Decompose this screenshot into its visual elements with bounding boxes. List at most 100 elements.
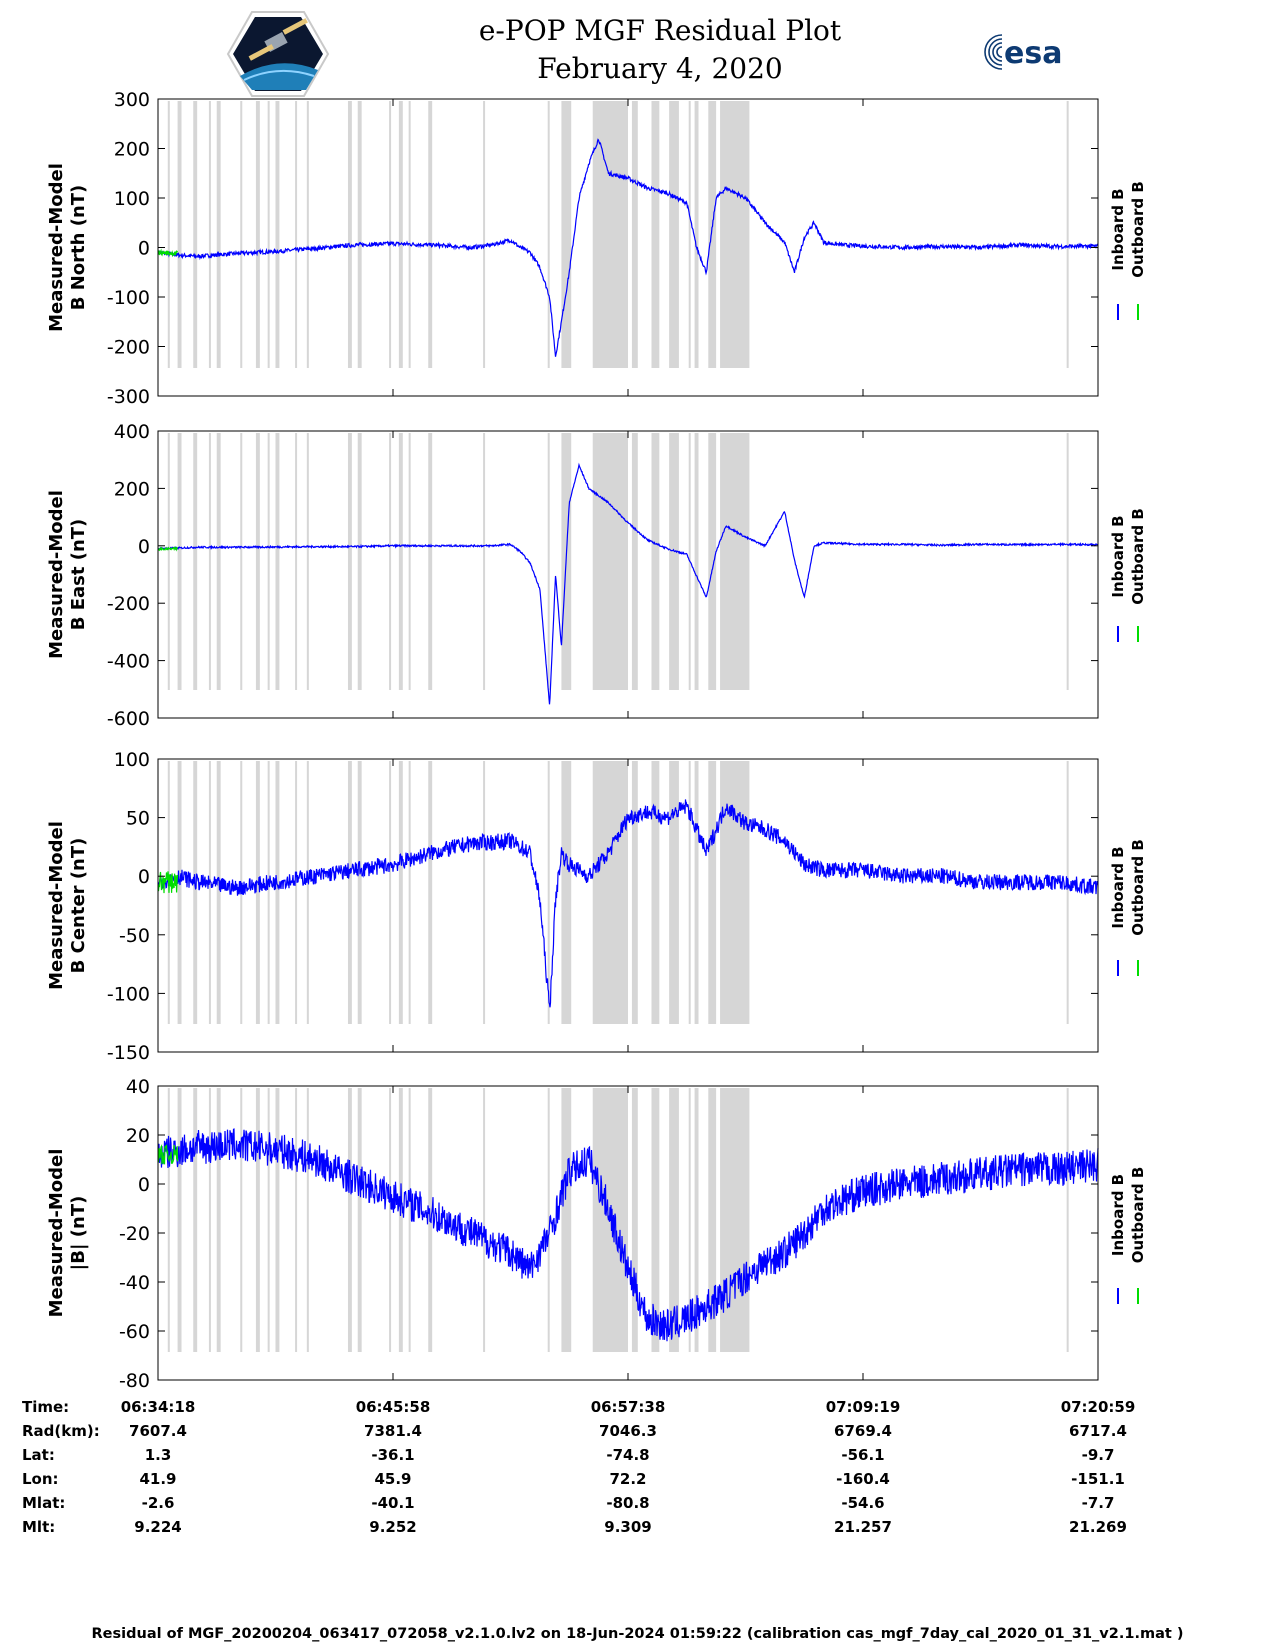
legend-label-outboard: Outboard B [1129, 181, 1147, 278]
panel-3: -150 -100 -50 0 50 100 Measured-ModelB Center … [46, 749, 1147, 1064]
footer-cell: 7607.4 [129, 1422, 187, 1440]
series-line-inboard [157, 799, 1099, 1008]
data-gap-band [631, 433, 638, 690]
footer-row-label: Rad(km): [22, 1422, 100, 1440]
series-line-inboard [157, 1128, 1099, 1342]
data-gap-band [694, 433, 699, 690]
y-tick-label: -200 [107, 337, 150, 359]
y-tick-label: -40 [119, 1272, 150, 1294]
data-gap-band [720, 433, 750, 690]
y-tick-label: -50 [119, 925, 150, 947]
data-gap-band [1066, 433, 1069, 690]
y-tick-label: -100 [107, 983, 150, 1005]
data-gap-band [216, 101, 221, 368]
footer-row-label: Time: [22, 1398, 70, 1416]
data-gap-band [193, 1088, 198, 1352]
y-tick-label: 20 [126, 1125, 150, 1147]
y-tick-label: -300 [107, 386, 150, 408]
data-gap-band [389, 1088, 392, 1352]
esa-logo-text: esa [1004, 36, 1062, 71]
data-gap-band [267, 101, 270, 368]
data-gap-band [483, 433, 486, 690]
y-tick-label: -100 [107, 287, 150, 309]
data-gap-band [720, 101, 750, 368]
data-gap-band [193, 433, 198, 690]
data-gap-band [408, 761, 411, 1024]
data-gap-band [275, 433, 280, 690]
footer-cell: 07:20:59 [1060, 1398, 1136, 1416]
footer-cell: 7046.3 [599, 1422, 657, 1440]
y-tick-label: 200 [114, 139, 150, 161]
y-tick-label: 400 [114, 421, 150, 443]
footer-cell: 45.9 [374, 1470, 412, 1488]
footer-cell: 06:34:18 [120, 1398, 196, 1416]
data-gap-band [240, 101, 243, 368]
data-gap-band [651, 761, 660, 1024]
data-gap-band [688, 1088, 691, 1352]
footer-cell: -54.6 [841, 1494, 885, 1512]
y-tick-label: 50 [126, 808, 150, 830]
data-gap-band [720, 1088, 750, 1352]
series-line-outboard [157, 248, 179, 258]
data-gap-band [398, 1088, 403, 1352]
chart-subtitle: February 4, 2020 [537, 52, 783, 85]
data-gap-band [631, 761, 638, 1024]
y-tick-label: -80 [119, 1370, 150, 1392]
y-tick-label: 200 [114, 478, 150, 500]
data-gap-band [347, 1088, 352, 1352]
data-gap-band [669, 101, 679, 368]
data-gap-band [177, 1088, 182, 1352]
data-gap-band [167, 1088, 170, 1352]
footer-cell: -74.8 [606, 1446, 650, 1464]
data-gap-band [275, 101, 280, 368]
data-gap-band [255, 1088, 260, 1352]
data-gap-band [592, 761, 628, 1024]
data-gap-band [208, 1088, 211, 1352]
y-axis-label: Measured-ModelB East (nT) [46, 490, 89, 659]
data-gap-band [483, 101, 486, 368]
data-gap-band [267, 433, 270, 690]
footer-row-label: Mlat: [22, 1494, 66, 1512]
data-gap-band [720, 761, 750, 1024]
data-gap-band [398, 761, 403, 1024]
data-gap-band [592, 101, 628, 368]
y-tick-label: 0 [138, 1174, 150, 1196]
data-gap-band [167, 433, 170, 690]
chart-title: e-POP MGF Residual Plot [478, 14, 842, 47]
y-axis-label: Measured-ModelB North (nT) [46, 163, 89, 332]
legend-label-outboard: Outboard B [1129, 839, 1147, 936]
y-tick-label: 40 [126, 1076, 150, 1098]
data-gap-band [428, 101, 433, 368]
data-gap-band [347, 761, 352, 1024]
data-gap-band [357, 433, 362, 690]
data-gap-band [255, 433, 260, 690]
footer-cell: 06:45:58 [355, 1398, 431, 1416]
data-gap-band [295, 101, 298, 368]
data-gap-band [216, 1088, 221, 1352]
data-gap-band [708, 761, 717, 1024]
data-gap-band [398, 433, 403, 690]
data-gap-band [267, 1088, 270, 1352]
data-gap-band [708, 1088, 717, 1352]
y-axis-label: Measured-ModelB Center (nT) [46, 821, 89, 990]
data-gap-band [267, 761, 270, 1024]
data-gap-band [357, 761, 362, 1024]
footer-cell: -7.7 [1081, 1494, 1115, 1512]
footer-cell: -36.1 [371, 1446, 415, 1464]
data-gap-band [631, 1088, 638, 1352]
file-caption: Residual of MGF_20200204_063417_072058_v… [91, 1626, 1184, 1642]
data-gap-band [561, 101, 572, 368]
series-line-outboard [157, 546, 178, 552]
data-gap-band [167, 101, 170, 368]
data-gap-band [547, 761, 550, 1024]
data-gap-band [1066, 1088, 1069, 1352]
data-gap-band [240, 1088, 243, 1352]
footer-cell: 9.252 [369, 1518, 417, 1536]
data-gap-band [547, 1088, 550, 1352]
footer-cell: 72.2 [609, 1470, 647, 1488]
data-gap-band [688, 761, 691, 1024]
data-gap-band [398, 101, 403, 368]
data-gap-band [216, 433, 221, 690]
footer-cell: 6717.4 [1069, 1422, 1127, 1440]
footer-cell: 07:09:19 [825, 1398, 901, 1416]
